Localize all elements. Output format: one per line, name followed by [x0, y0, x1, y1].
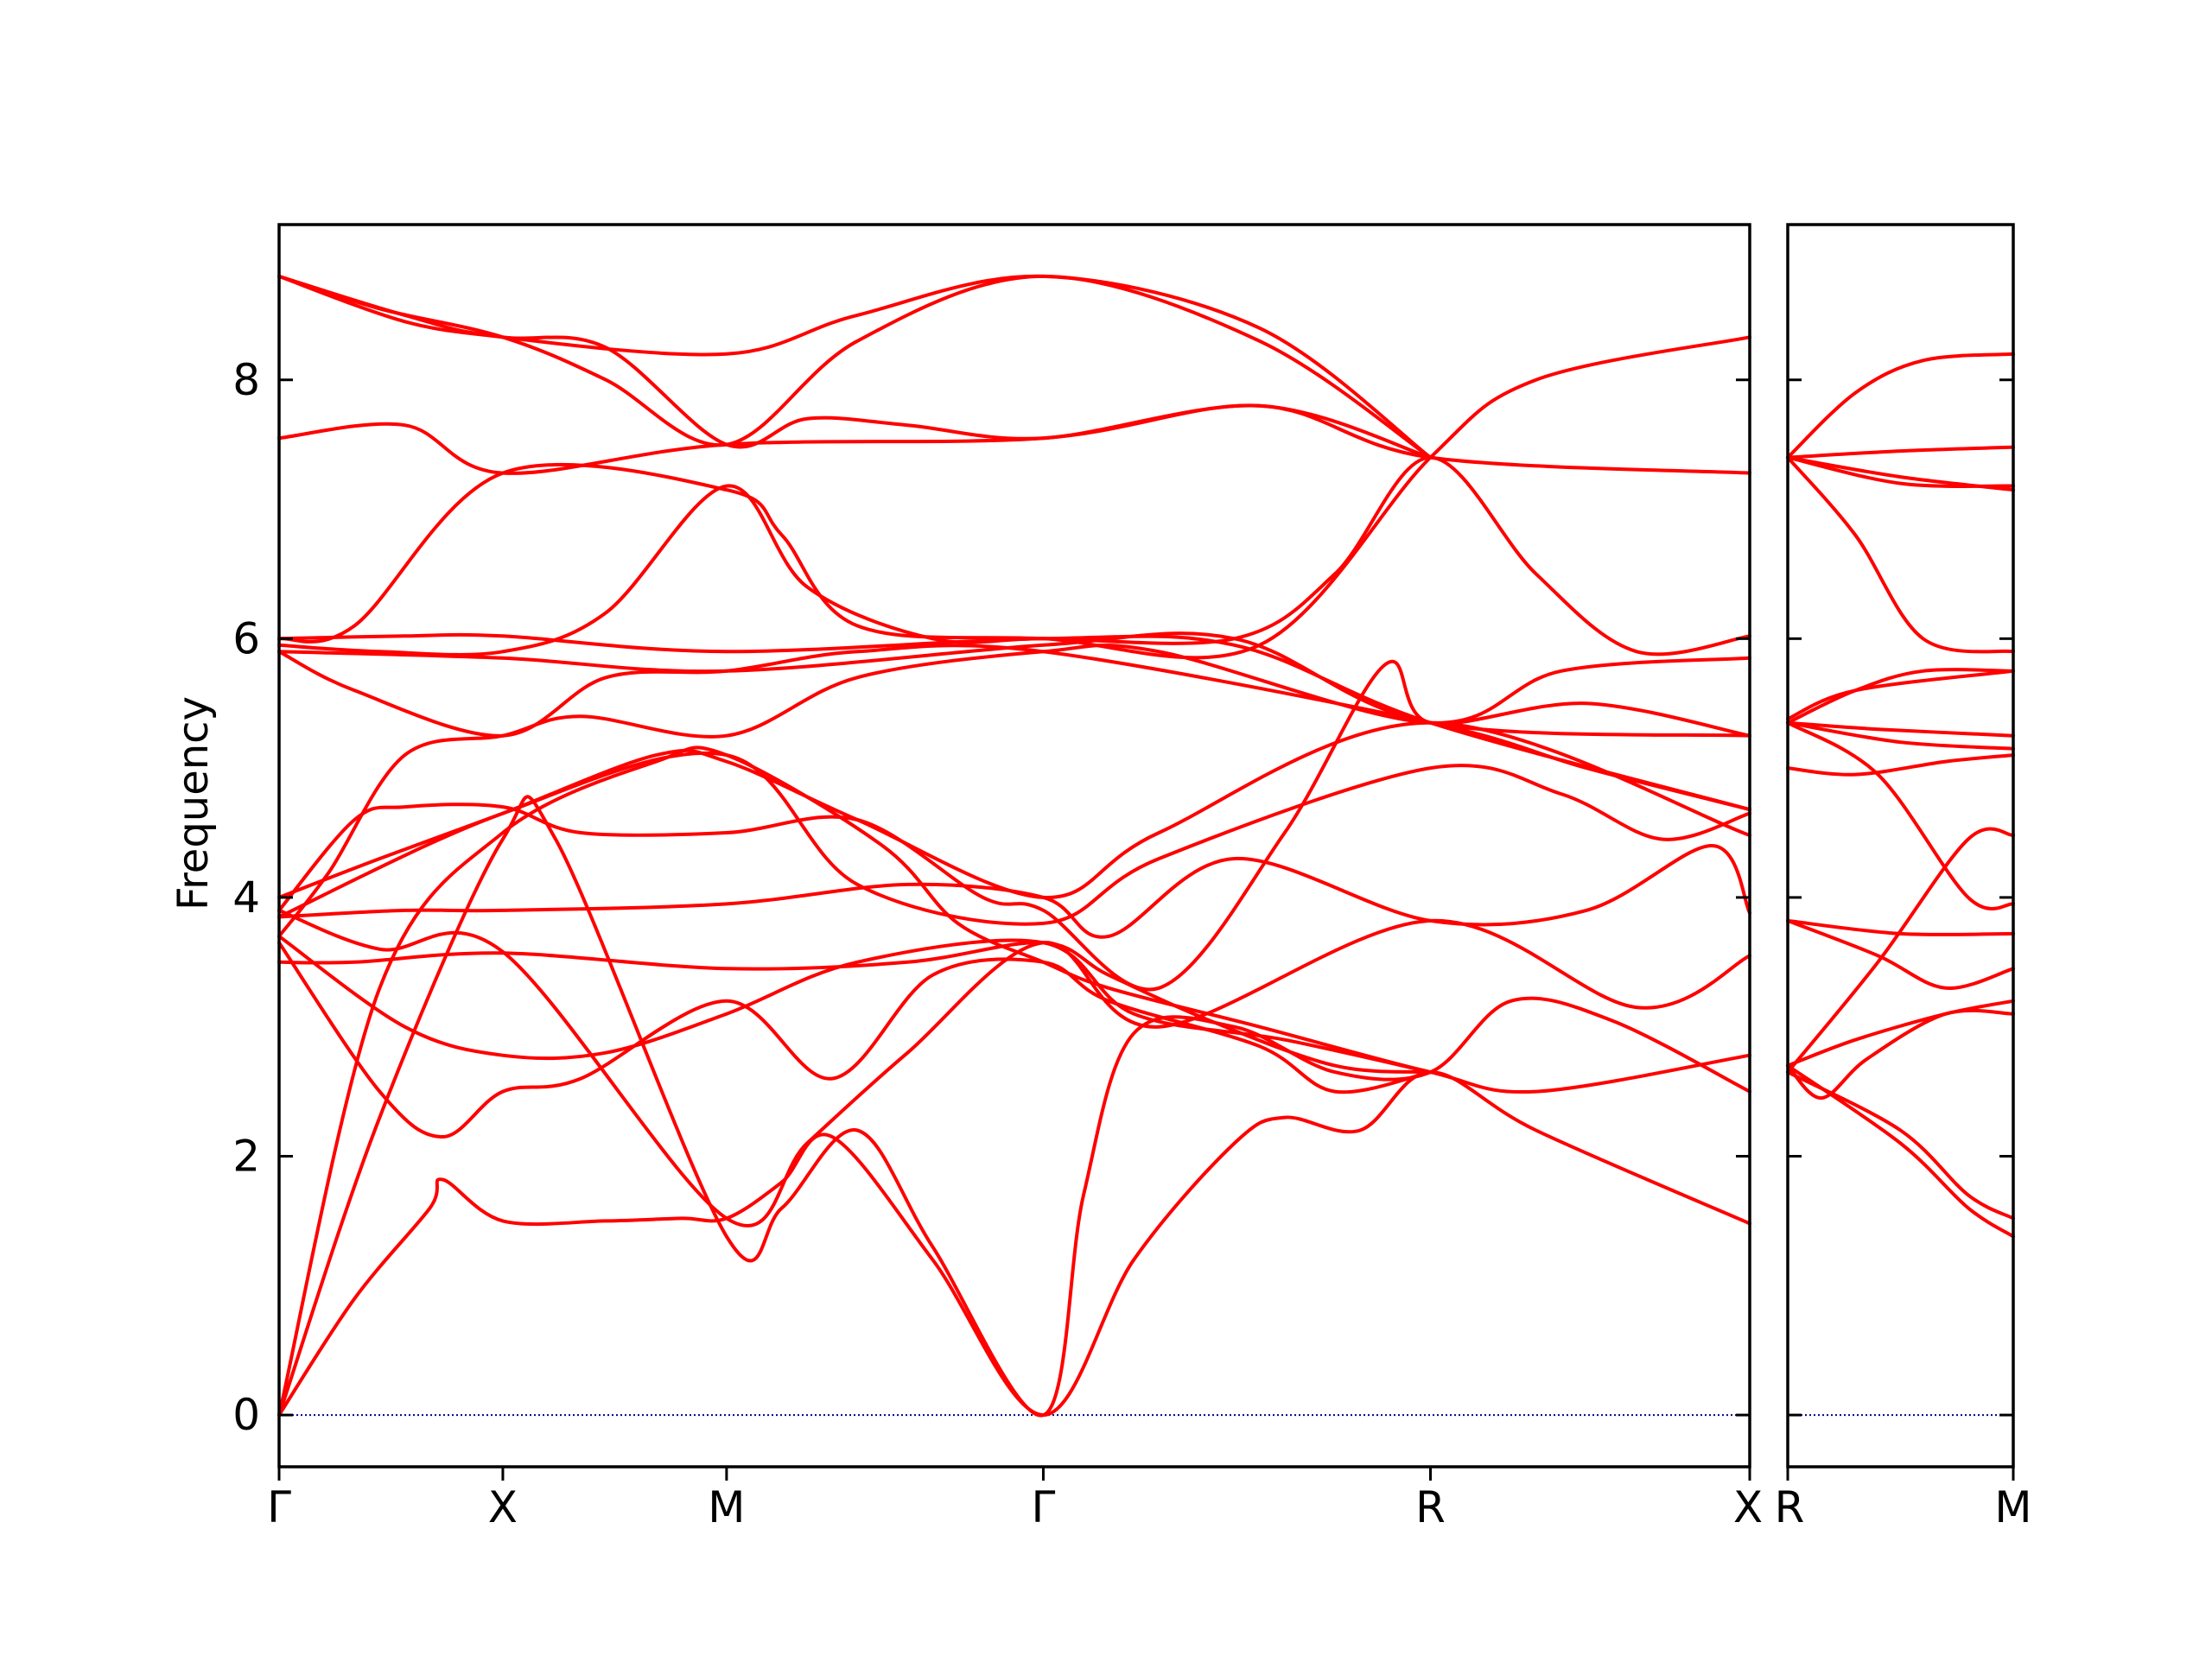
x-tick-label-gamma: Γ — [1032, 1482, 1056, 1532]
band-line-right-17 — [1786, 445, 2015, 460]
x-tick-label-r: R — [1775, 1482, 1805, 1532]
x-tick-label-m: M — [708, 1482, 745, 1532]
band-line-right-3 — [1786, 1008, 2015, 1101]
y-axis-label: Frequency — [169, 696, 218, 910]
band-line-right-16 — [1786, 455, 2015, 488]
band-line-left-6 — [277, 934, 1433, 1075]
band-line-right-6 — [1786, 918, 2015, 937]
y-tick-label: 6 — [232, 613, 260, 663]
x-tick-label-gamma: Γ — [267, 1482, 291, 1532]
panel-frame-right — [1786, 223, 2015, 1469]
band-line-left-5 — [277, 941, 1433, 1139]
band-line-right-9 — [1786, 720, 2015, 910]
band-line-right-2 — [1786, 1070, 2015, 1221]
band-line-right-7 — [1786, 918, 2015, 990]
band-line-left-12 — [277, 660, 1751, 992]
band-line-left-19 — [277, 274, 1433, 460]
band-line-left-20 — [277, 274, 1433, 460]
x-tick-label-r: R — [1415, 1482, 1446, 1532]
band-line-left-7 — [277, 908, 1751, 1227]
band-line-left-1 — [277, 1070, 1751, 1418]
band-line-left-14 — [277, 631, 1751, 738]
band-line-left-17 — [277, 455, 1751, 657]
band-line-left-2 — [277, 795, 1751, 1418]
y-tick-label: 8 — [232, 355, 260, 405]
band-line-right-4 — [1786, 999, 2015, 1068]
band-line-right-11 — [1786, 720, 2015, 738]
band-line-left-16 — [277, 335, 1751, 660]
band-line-left-15 — [277, 632, 1751, 812]
band-line-right-1 — [1786, 1063, 2015, 1239]
band-line-right-10 — [1786, 720, 2015, 751]
band-line-left-13 — [277, 644, 1751, 812]
y-tick-label: 0 — [232, 1390, 260, 1440]
x-tick-label-x: X — [488, 1482, 518, 1532]
band-line-right-14 — [1786, 455, 2015, 654]
band-line-right-13 — [1786, 669, 2015, 721]
band-line-right-8 — [1786, 753, 2015, 777]
band-line-left-21 — [277, 274, 1433, 460]
band-line-left-11 — [277, 643, 1751, 938]
x-tick-label-m: M — [1994, 1482, 2031, 1532]
band-line-right-18 — [1786, 352, 2015, 460]
y-tick-label: 2 — [232, 1132, 260, 1182]
y-tick-label: 4 — [232, 872, 260, 923]
panel-frame-left — [277, 223, 1751, 1469]
band-line-left-8 — [277, 843, 1751, 939]
band-line-right-12 — [1786, 668, 2015, 725]
band-line-right-5 — [1786, 827, 2015, 1075]
band-line-left-4 — [277, 941, 1433, 1075]
x-tick-label-x: X — [1733, 1482, 1763, 1532]
band-line-left-9 — [277, 751, 1751, 926]
